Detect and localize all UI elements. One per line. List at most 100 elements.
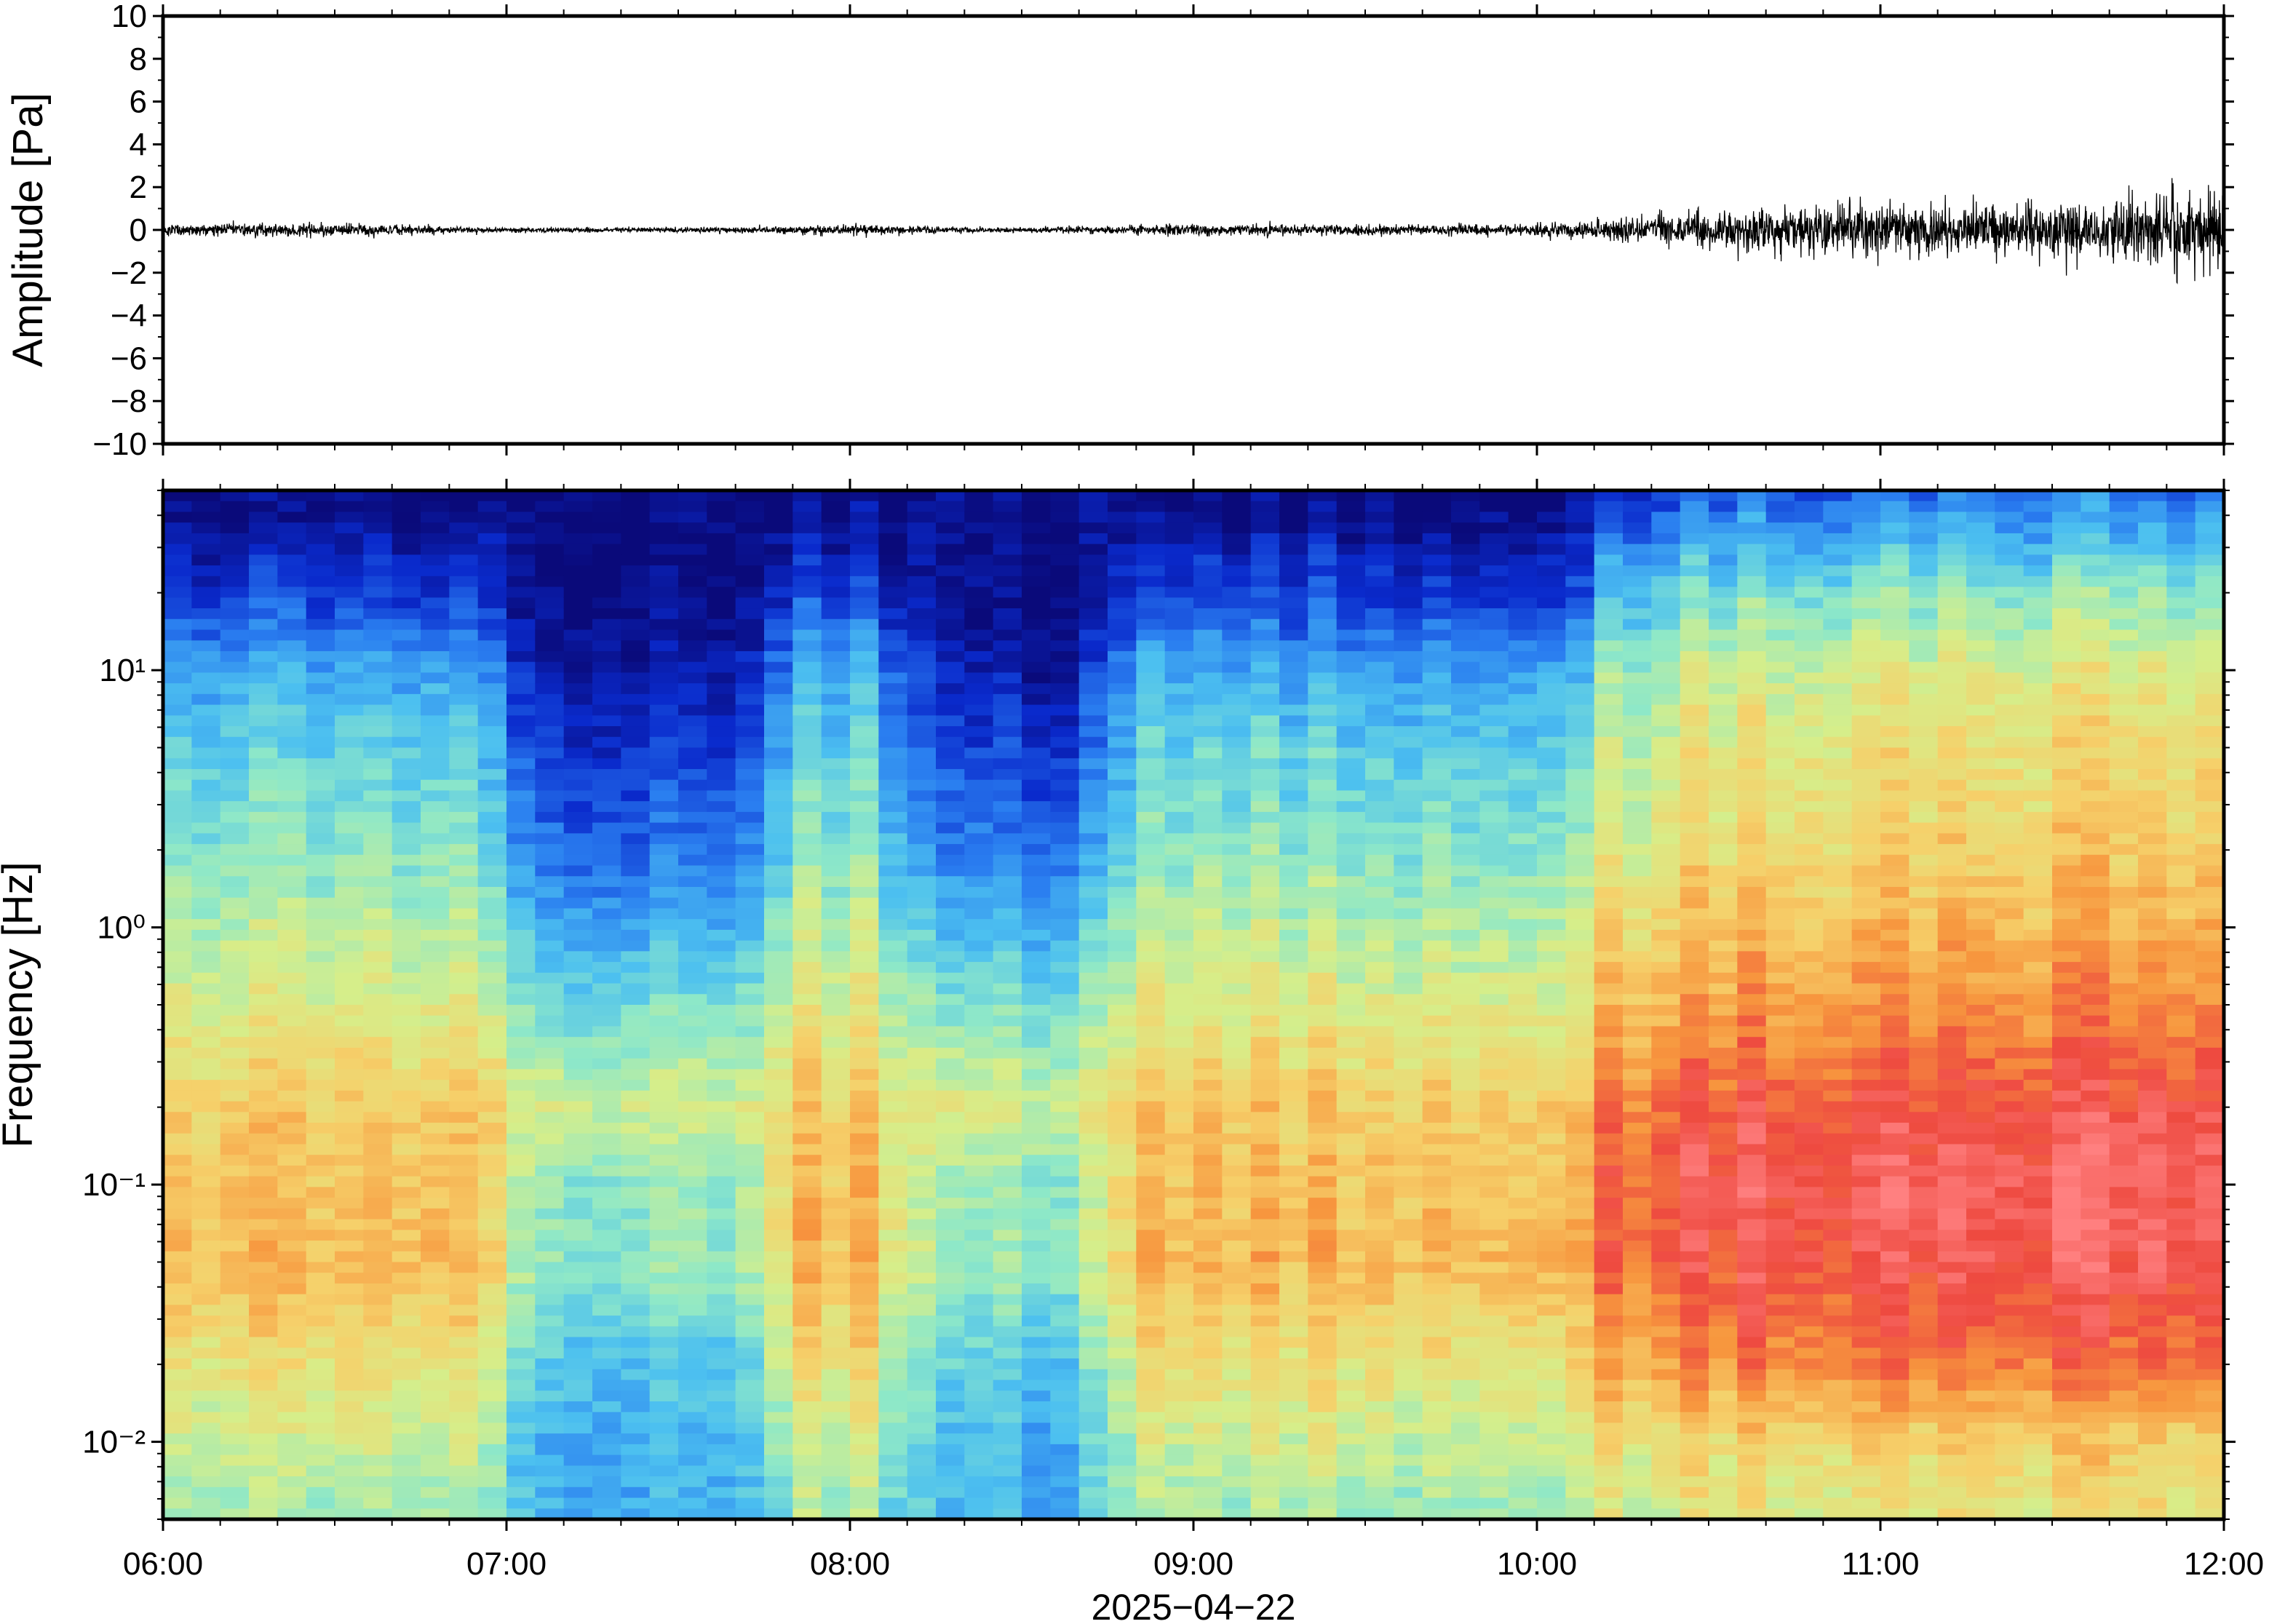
spectrogram-cell [1422, 490, 1452, 502]
spectrogram-cell [477, 811, 507, 824]
spectrogram-cell [707, 1390, 736, 1402]
spectrogram-cell [621, 1155, 651, 1166]
spectrogram-cell [764, 1047, 793, 1059]
spectrogram-cell [163, 1454, 192, 1466]
spectrogram-cell [249, 1337, 278, 1348]
spectrogram-cell [392, 844, 421, 856]
spectrogram-cell [1193, 865, 1223, 877]
spectrogram-cell [735, 501, 765, 513]
spectrogram-cell [1394, 833, 1423, 845]
spectrogram-cell [335, 822, 364, 834]
spectrogram-cell [392, 940, 421, 952]
spectrogram-cell [1594, 501, 1624, 513]
spectrogram-cell [878, 1069, 908, 1080]
spectrogram-cell [1279, 919, 1308, 931]
spectrogram-cell [907, 1412, 937, 1424]
spectrogram-cell [449, 726, 479, 738]
spectrogram-cell [1250, 715, 1280, 727]
spectrogram-cell [850, 554, 879, 566]
spectrogram-cell [1164, 1047, 1194, 1059]
spectrogram-cell [306, 1422, 335, 1434]
spectrogram-cell [878, 576, 908, 588]
spectrogram-cell [363, 672, 393, 684]
spectrogram-cell [449, 1176, 479, 1187]
spectrogram-cell [1537, 736, 1566, 749]
spectrogram-cell [277, 1294, 307, 1306]
spectrogram-cell [1565, 929, 1595, 942]
spectrogram-cell [506, 1369, 536, 1381]
spectrogram-cell [1050, 1165, 1080, 1177]
spectrogram-cell [392, 929, 421, 942]
spectrogram-cell [1164, 576, 1194, 588]
spectrogram-cell [163, 1165, 192, 1177]
spectrogram-cell [1537, 951, 1566, 963]
spectrogram-cell [1050, 1069, 1080, 1080]
spectrogram-cell [907, 972, 937, 984]
spectrogram-cell [1422, 715, 1452, 727]
spectrogram-cell [1164, 1080, 1194, 1091]
spectrogram-cell [335, 661, 364, 673]
spectrogram-cell [1108, 876, 1137, 888]
spectrogram-cell [964, 1294, 994, 1306]
spectrogram-cell [1136, 715, 1166, 727]
spectrogram-cell [421, 597, 450, 609]
spectrogram-cell [363, 1401, 393, 1413]
spectrogram-cell [1279, 1058, 1308, 1070]
spectrogram-cell [1108, 1454, 1137, 1466]
spectrogram-cell [792, 554, 822, 566]
spectrogram-cell [1193, 1262, 1223, 1273]
spectrogram-cell [477, 972, 507, 984]
spectrogram-cell [1250, 897, 1280, 909]
spectrogram-cell [1537, 544, 1566, 555]
amplitude-tick-label: −4 [111, 298, 147, 334]
spectrogram-cell [1250, 618, 1280, 631]
spectrogram-cell [850, 768, 879, 781]
spectrogram-cell [191, 1026, 221, 1038]
spectrogram-cell [1164, 1133, 1194, 1145]
spectrogram-cell [306, 1208, 335, 1220]
spectrogram-cell [277, 1047, 307, 1059]
spectrogram-cell [506, 1015, 536, 1027]
spectrogram-cell [535, 1015, 565, 1027]
spectrogram-cell [477, 1262, 507, 1273]
spectrogram-cell [1565, 972, 1595, 984]
spectrogram-cell [1250, 758, 1280, 770]
spectrogram-cell [1222, 1058, 1252, 1070]
spectrogram-cell [163, 501, 192, 513]
spectrogram-cell [477, 1337, 507, 1348]
spectrogram-cell [993, 715, 1022, 727]
spectrogram-cell [993, 790, 1022, 802]
spectrogram-cell [1193, 1047, 1223, 1059]
spectrogram-cell [1078, 1047, 1108, 1059]
waveform-frame [161, 14, 2226, 446]
spectrogram-cell [1050, 1273, 1080, 1284]
spectrogram-cell [964, 1155, 994, 1166]
spectrogram-cell [249, 1005, 278, 1016]
spectrogram-cell [392, 747, 421, 759]
spectrogram-cell [277, 822, 307, 834]
spectrogram-cell [1508, 554, 1538, 566]
spectrogram-cell [907, 704, 937, 716]
spectrogram-cell [1594, 490, 1624, 502]
spectrogram-cell [1050, 1326, 1080, 1338]
spectrogram-cell [821, 1294, 851, 1306]
spectrogram-cell [1022, 1219, 1051, 1230]
spectrogram-cell [191, 618, 221, 631]
spectrogram-cell [1050, 1090, 1080, 1102]
spectrogram-cell [477, 1315, 507, 1327]
spectrogram-cell [163, 618, 192, 631]
spectrogram-cell [163, 919, 192, 931]
spectrogram-cell [335, 1251, 364, 1263]
spectrogram-cell [936, 661, 965, 673]
spectrogram-cell [1394, 618, 1423, 631]
spectrogram-cell [707, 983, 736, 995]
spectrogram-cell [506, 1412, 536, 1424]
spectrogram-cell [220, 1465, 250, 1477]
spectrogram-cell [1164, 1337, 1194, 1348]
spectrogram-cell [1222, 1401, 1252, 1413]
spectrogram-cell [649, 1305, 679, 1316]
spectrogram-cell [563, 693, 593, 706]
spectrogram-cell [1594, 533, 1624, 545]
spectrogram-cell [1565, 1208, 1595, 1220]
spectrogram-cell [392, 1005, 421, 1016]
